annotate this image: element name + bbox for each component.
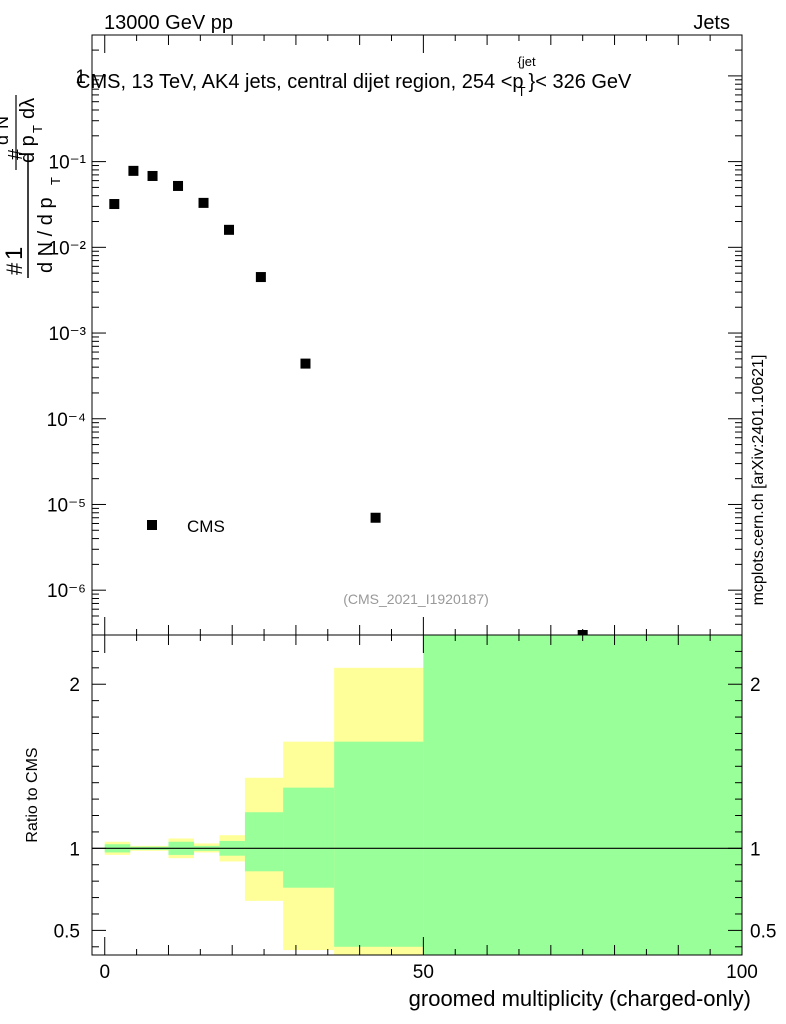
ratio-axes: 0.5 0.5 1 1 2 2 0 50 100: [54, 635, 776, 983]
ratio-band-inner: [334, 741, 424, 947]
main-y-axis-label: # 1 d N / d p T # d 2 N d p T dλ: [0, 95, 63, 278]
ratio-bands: [104, 635, 742, 955]
chart-title-sub: T: [518, 84, 526, 99]
main-y-tick-label: 10⁻⁶: [47, 581, 86, 602]
main-y-tick-label: 10⁻¹: [49, 153, 87, 174]
svg-text:d: d: [0, 135, 12, 145]
legend-label: CMS: [187, 517, 225, 536]
chart-title-main: CMS, 13 TeV, AK4 jets, central dijet reg…: [76, 71, 524, 93]
x-tick-label: 0: [99, 962, 110, 983]
ratio-y-axis-label: Ratio to CMS: [24, 747, 41, 842]
svg-text:2: 2: [0, 128, 3, 135]
main-y-tick-label: 10⁻²: [49, 238, 87, 259]
ratio-band-inner: [283, 787, 335, 888]
ratio-y-tick-label-right: 0.5: [750, 921, 776, 942]
data-point: [300, 358, 311, 369]
main-y-tick-label: 10⁻⁴: [47, 410, 86, 431]
header-energy-label: 13000 GeV pp: [104, 12, 233, 34]
data-point: [370, 512, 381, 523]
svg-text:d N / d p: d N / d p: [35, 197, 57, 273]
ratio-y-tick-label-right: 1: [750, 839, 761, 860]
chart-title-end: }< 326 GeV: [529, 71, 633, 93]
chart-title: CMS, 13 TeV, AK4 jets, central dijet reg…: [76, 54, 632, 99]
main-y-tick-label: 1: [75, 67, 86, 88]
main-y-axis: 10⁻⁶ 10⁻⁵ 10⁻⁴ 10⁻³ 10⁻² 10⁻¹ 1: [47, 34, 743, 636]
legend-marker: [147, 520, 157, 530]
svg-text:d p: d p: [17, 135, 39, 163]
analysis-id-label: (CMS_2021_I1920187): [343, 591, 489, 607]
ratio-y-tick-label-right: 2: [750, 675, 761, 696]
main-y-tick-label: 10⁻⁵: [47, 495, 86, 516]
ratio-y-tick-label: 0.5: [54, 921, 80, 942]
x-tick-label: 100: [726, 962, 758, 983]
data-point: [109, 199, 120, 210]
legend: CMS: [147, 517, 225, 536]
svg-text:1: 1: [1, 247, 28, 260]
main-y-tick-label: 10⁻³: [49, 324, 87, 345]
data-point: [224, 224, 235, 235]
data-point: [128, 165, 139, 176]
main-data-points: [109, 165, 588, 640]
data-point: [198, 197, 209, 208]
header-process-label: Jets: [693, 12, 730, 34]
svg-text:CMS, 13 TeV, AK4 jets, central: CMS, 13 TeV, AK4 jets, central dijet reg…: [76, 54, 632, 99]
ratio-band-inner: [244, 812, 284, 872]
data-point: [173, 180, 184, 191]
svg-text:T: T: [48, 177, 63, 185]
ratio-panel-frame: [91, 634, 743, 956]
svg-text:dλ: dλ: [17, 98, 39, 119]
chart-title-sup: {jet: [518, 54, 536, 69]
ratio-band-inner: [423, 635, 742, 955]
mcplots-credit: mcplots.cern.ch [arXiv:2401.10621]: [750, 355, 767, 606]
data-point: [255, 272, 266, 283]
svg-text:N: N: [0, 116, 12, 129]
svg-text:T: T: [30, 125, 45, 133]
svg-text:#: #: [2, 262, 27, 275]
ratio-y-tick-label: 2: [69, 675, 80, 696]
data-point: [147, 170, 158, 181]
x-tick-label: 50: [413, 962, 434, 983]
main-panel-frame: [91, 34, 743, 636]
x-axis-label: groomed multiplicity (charged-only): [409, 986, 751, 1011]
ratio-y-tick-label: 1: [69, 839, 80, 860]
